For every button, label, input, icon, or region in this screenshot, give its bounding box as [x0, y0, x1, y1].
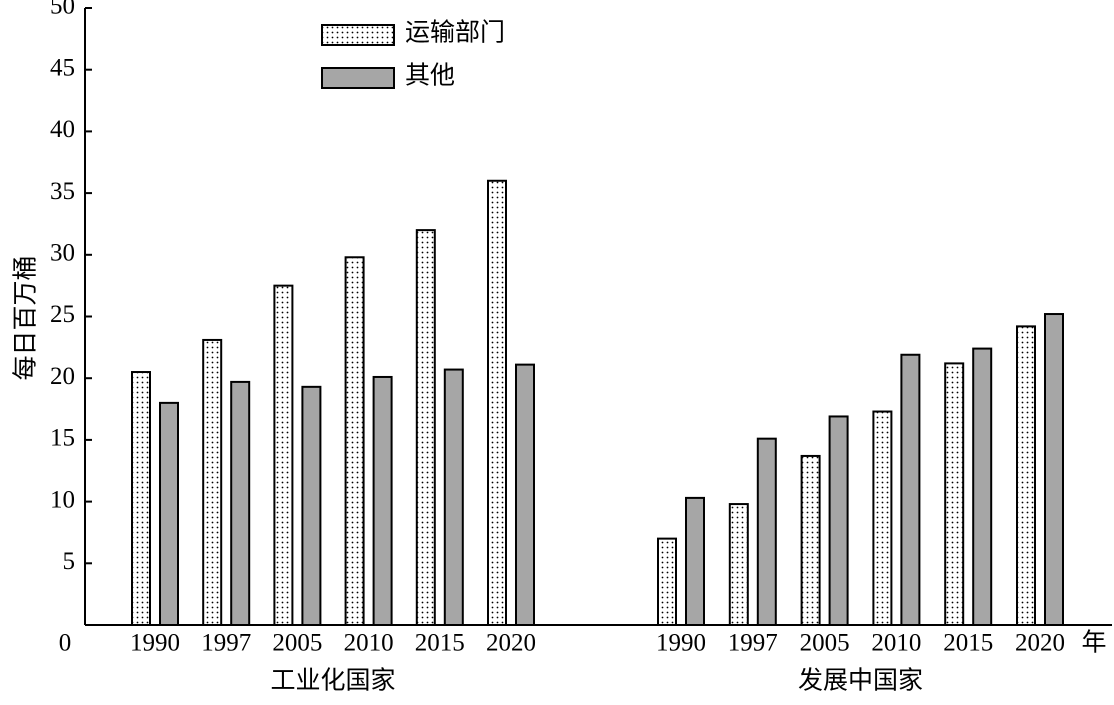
- y-tick-label: 40: [50, 116, 75, 143]
- x-tick-label: 2020: [486, 630, 536, 657]
- y-tick-label: 20: [50, 363, 75, 390]
- y-tick-label: 10: [50, 486, 75, 513]
- x-tick-label: 1997: [728, 630, 778, 657]
- x-tick-label: 2010: [871, 630, 921, 657]
- bar: [828, 415, 849, 627]
- bar: [230, 380, 251, 627]
- x-tick-label: 2005: [272, 630, 322, 657]
- x-tick-label: 1997: [201, 630, 251, 657]
- legend-swatch: [321, 67, 395, 89]
- bar: [131, 371, 151, 626]
- x-tick-label: 2015: [415, 630, 465, 657]
- y-tick-label: 35: [50, 178, 75, 205]
- bar: [487, 179, 507, 626]
- y-tick-label: 25: [50, 301, 75, 328]
- y-tick-label: 50: [50, 0, 75, 20]
- bar: [273, 284, 294, 626]
- legend-label: 其他: [405, 62, 455, 90]
- bar: [159, 401, 179, 626]
- y-tick-label: 0: [59, 630, 72, 657]
- bar: [202, 338, 223, 626]
- bar: [443, 368, 464, 627]
- x-tick-label: 2010: [344, 630, 394, 657]
- y-tick-label: 30: [50, 240, 75, 267]
- bar: [415, 229, 436, 626]
- group-label: 发展中国家: [798, 667, 923, 695]
- bar: [372, 375, 393, 626]
- bar: [301, 385, 322, 627]
- group-label: 工业化国家: [270, 667, 395, 695]
- x-unit-label: 年: [1081, 629, 1106, 657]
- bar: [800, 454, 821, 626]
- y-tick-label: 45: [50, 54, 75, 81]
- legend-label: 运输部门: [405, 19, 505, 47]
- bar: [657, 537, 677, 626]
- x-tick-label: 1990: [130, 630, 180, 657]
- bar: [972, 347, 993, 626]
- x-tick-label: 1990: [656, 630, 706, 657]
- bar: [756, 437, 777, 626]
- bar: [728, 503, 749, 626]
- legend-swatch: [321, 24, 395, 46]
- bar: [1016, 325, 1036, 626]
- bar: [872, 410, 893, 626]
- x-tick-label: 2005: [800, 630, 850, 657]
- x-tick-label: 2020: [1015, 630, 1065, 657]
- y-tick-label: 5: [63, 548, 76, 575]
- bar: [900, 353, 921, 626]
- y-tick-label: 15: [50, 425, 75, 452]
- bar: [685, 496, 705, 627]
- x-tick-label: 2015: [943, 630, 993, 657]
- bar: [515, 363, 535, 626]
- bar: [944, 362, 965, 626]
- bar: [344, 256, 365, 626]
- bar: [1044, 313, 1064, 626]
- y-axis-label: 每日百万桶: [12, 255, 40, 380]
